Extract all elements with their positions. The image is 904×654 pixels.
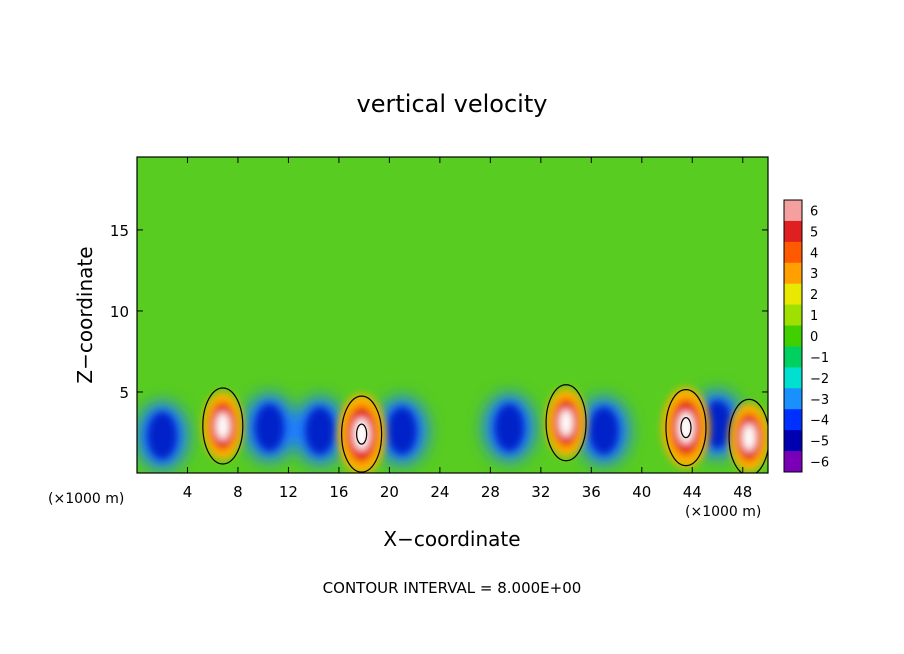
updraft-peak — [353, 418, 370, 451]
downdraft-core — [147, 411, 178, 460]
colorbar-swatch — [784, 451, 802, 473]
updraft-contour — [341, 395, 383, 473]
y-tick-label: 5 — [119, 384, 129, 402]
colorbar-label: −4 — [810, 414, 829, 429]
downdraft-core — [494, 403, 525, 452]
x-tick-label: 32 — [531, 483, 550, 501]
x-axis: 4 8 12 16 20 24 28 32 36 40 44 48 — [183, 157, 752, 501]
y-tick-label: 15 — [110, 222, 129, 240]
colorbar-label: −5 — [810, 435, 829, 450]
colorbar-frame — [783, 199, 803, 473]
x-tick-label: 36 — [582, 483, 601, 501]
y-axis: 5 10 15 — [110, 222, 768, 402]
contour-interval-note: CONTOUR INTERVAL = 8.000E+00 — [323, 579, 582, 597]
x-tick-label: 40 — [632, 483, 651, 501]
downdraft-core — [304, 406, 335, 455]
colorbar-swatch — [784, 430, 802, 452]
colorbar-swatch — [784, 346, 802, 368]
colorbar-swatch — [784, 220, 802, 243]
updraft-peak — [742, 423, 756, 451]
x-tick-label: 28 — [481, 483, 500, 501]
plot-frame — [136, 156, 769, 474]
colorbar-swatch — [784, 241, 802, 264]
colorbar-swatch — [784, 325, 802, 347]
x-unit-label-left: (×1000 m) — [48, 491, 124, 507]
colorbar-swatch — [784, 409, 802, 431]
x-axis-title: X−coordinate — [383, 527, 520, 551]
colorbar: 6 5 4 3 2 1 0 −1 −2 −3 −4 −5 −6 — [783, 199, 829, 473]
x-tick-label: 44 — [683, 483, 702, 501]
colorbar-label: 2 — [810, 288, 818, 303]
x-tick-label: 48 — [733, 483, 752, 501]
chart-title: vertical velocity — [357, 90, 548, 118]
colorbar-label: 1 — [810, 309, 818, 324]
colorbar-label: 5 — [810, 225, 818, 240]
downdraft-core — [702, 400, 733, 449]
colorbar-swatch — [784, 283, 802, 306]
updraft-contour — [545, 384, 587, 462]
updraft-max-contour — [680, 417, 692, 439]
updraft-max-contour — [356, 423, 368, 445]
x-tick-label: 24 — [430, 483, 449, 501]
colorbar-label: 6 — [810, 204, 818, 219]
x-tick-label: 12 — [279, 483, 298, 501]
plot-area — [136, 156, 769, 474]
updraft-peak — [559, 409, 573, 437]
colorbar-label: −1 — [810, 351, 829, 366]
x-unit-label-right: (×1000 m) — [685, 504, 761, 520]
y-axis-title: Z−coordinate — [73, 246, 97, 383]
x-tick-label: 20 — [380, 483, 399, 501]
updraft-contour — [665, 389, 707, 467]
updraft-contour — [728, 398, 768, 473]
updraft-peak — [677, 411, 694, 444]
colorbar-label: 4 — [810, 246, 818, 261]
updraft-peak — [216, 412, 230, 440]
colorbar-label: −3 — [810, 393, 829, 408]
updraft-contour — [202, 387, 244, 465]
colorbar-swatch — [784, 367, 802, 389]
colorbar-swatch — [784, 388, 802, 410]
colorbar-swatch — [784, 200, 802, 222]
x-tick-label: 16 — [329, 483, 348, 501]
colorbar-label: −6 — [810, 456, 829, 471]
downdraft-core — [254, 403, 285, 452]
downdraft-core — [387, 406, 418, 455]
downdraft-core — [588, 406, 619, 455]
colorbar-swatch — [784, 262, 802, 285]
colorbar-swatch — [784, 304, 802, 327]
y-tick-label: 10 — [110, 303, 129, 321]
x-tick-label: 8 — [233, 483, 243, 501]
colorbar-label: −2 — [810, 372, 829, 387]
colorbar-label: 0 — [810, 330, 818, 345]
colorbar-label: 3 — [810, 267, 818, 282]
x-tick-label: 4 — [183, 483, 193, 501]
